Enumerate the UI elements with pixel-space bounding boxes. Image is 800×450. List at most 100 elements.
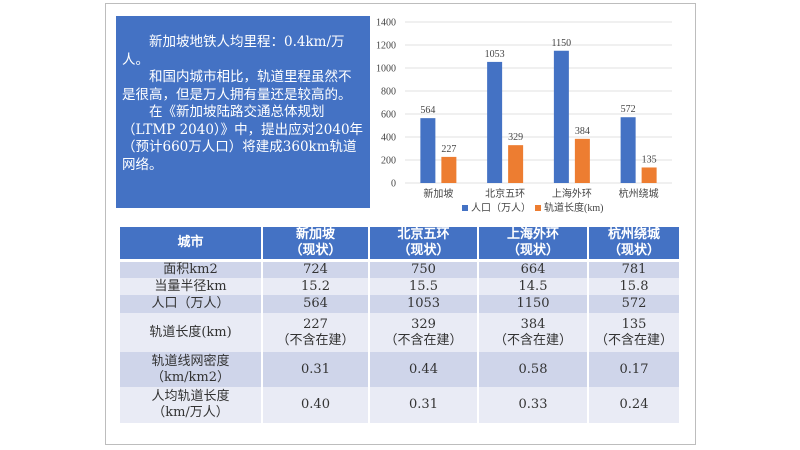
column-header: 杭州绕城 （现状） [588,227,681,262]
bar-population [620,117,636,183]
bar-track-length [441,156,457,183]
cell-line: 杭州绕城 [607,227,660,242]
cell-line: 227 [303,316,328,332]
table-cell: 15.5 [369,278,479,295]
data-label: 135 [642,154,657,165]
data-label: 1053 [485,49,505,60]
table-cell: 15.8 [588,278,681,295]
data-label: 227 [441,144,456,155]
cell-line: 城市 [177,235,204,250]
cell-line: （km/万人） [152,405,229,420]
table-cell: 750 [369,260,479,278]
data-label: 572 [621,104,636,115]
y-tick-label: 1000 [376,64,396,75]
table-cell: 0.58 [478,352,589,387]
cell-line: （现状） [506,243,559,258]
row-label: 轨道线网密度 （km/km2） [120,352,263,387]
cell-line: 北京五环 [397,227,450,242]
table-cell: 329 （不含在建） [369,313,479,352]
y-tick-label: 200 [381,156,396,167]
data-label: 564 [420,105,435,116]
row-label: 人均轨道长度 （km/万人） [120,387,263,423]
cell-line: 14.5 [518,278,548,294]
y-tick-label: 800 [381,87,396,98]
data-label: 329 [508,132,523,143]
cell-line: 384 [520,316,546,332]
cell-line: 0.17 [619,361,649,377]
comparison-table: 城市 新加坡 （现状） 北京五环 （现状） 上海外环 （现状） 杭州绕城 （现状） 面积km2 7… [120,227,681,423]
table-row: 轨道线网密度 （km/km2） 0.31 0.44 0.58 0.17 [120,352,681,387]
cell-line: 0.24 [619,397,649,412]
table-cell: 724 [262,260,370,278]
table-cell: 0.44 [369,352,479,387]
data-label: 1150 [552,38,572,49]
table-row: 轨道长度(km) 227 （不含在建） 329 （不含在建） 384 （不含在建） 135 （不… [120,313,681,352]
cell-line: 664 [520,262,546,277]
x-tick-label: 北京五环 [485,187,525,200]
summary-textbox: 新加坡地铁人均里程：0.4km/万人。 和国内城市相比，轨道里程虽然不是很高，但… [116,16,370,208]
y-tick-label: 1400 [376,18,396,29]
x-tick-label: 杭州绕城 [619,187,659,200]
row-label: 轨道长度(km) [120,313,263,352]
bar-track-length [508,145,524,183]
table-row: 当量半径km 15.2 15.5 14.5 15.8 [120,278,681,295]
cell-line: （现状） [607,243,660,258]
y-tick-label: 600 [381,110,396,121]
table-row: 人均轨道长度 （km/万人） 0.40 0.31 0.33 0.24 [120,387,681,423]
bar-population [420,118,436,183]
table-cell: 1150 [478,295,589,313]
bar-population [487,61,503,183]
x-tick-label: 上海外环 [552,187,592,200]
cell-line: 上海外环 [506,227,559,242]
cell-line: 轨道长度(km) [149,324,232,340]
cell-line: 1150 [516,296,550,311]
cell-line: 15.5 [409,278,438,294]
cell-line: 当量半径km [154,278,227,294]
cell-line: 0.44 [409,361,438,377]
cell-line: 0.58 [518,361,548,377]
table-cell: 0.31 [369,387,479,423]
cell-line: 新加坡 [295,227,335,242]
cell-line: （km/km2） [150,369,231,385]
legend-label: 人口（万人） [471,202,531,214]
cell-line: 15.8 [619,278,649,294]
cell-line: （不含在建） [594,332,673,348]
cell-line: （不含在建） [493,332,572,348]
table-row: 面积km2 724 750 664 781 [120,260,681,278]
cell-line: 1053 [406,296,441,311]
cell-line: 轨道线网密度 [151,353,230,369]
table-cell: 664 [478,260,589,278]
cell-line: （不含在建） [384,332,463,348]
cell-line: 0.31 [301,361,330,377]
legend-swatch [462,205,468,211]
cell-line: 135 [621,316,647,332]
data-label: 384 [575,126,590,137]
table-cell: 15.2 [262,278,370,295]
cell-line: 564 [303,296,328,311]
x-tick-label: 新加坡 [423,187,453,200]
row-label: 面积km2 [120,260,263,278]
cell-line: 724 [303,262,328,277]
y-tick-label: 400 [381,133,396,144]
y-tick-label: 1200 [376,41,396,52]
cell-line: 572 [621,296,647,311]
cell-line: 0.40 [301,397,330,412]
paragraph: 新加坡地铁人均里程：0.4km/万人。 [122,34,345,68]
legend-swatch [535,205,541,211]
table-cell: 572 [588,295,681,313]
table-cell: 0.24 [588,387,681,423]
cell-line: 人口（万人） [151,296,230,311]
table-cell: 384 （不含在建） [478,313,589,352]
bar-track-length [641,167,657,183]
column-header: 新加坡 （现状） [262,227,370,262]
table-cell: 14.5 [478,278,589,295]
table-cell: 1053 [369,295,479,313]
table-cell: 0.17 [588,352,681,387]
cell-line: 人均轨道长度 [151,389,230,404]
bar-track-length [574,138,590,183]
cell-line: 329 [411,316,436,332]
cell-line: 781 [621,262,647,277]
cell-line: 0.31 [409,397,438,412]
column-header: 上海外环 （现状） [478,227,589,262]
paragraph: 在《新加坡陆路交通总体规划（LTMP 2040）》中，提出应对2040年（预计6… [122,104,364,173]
